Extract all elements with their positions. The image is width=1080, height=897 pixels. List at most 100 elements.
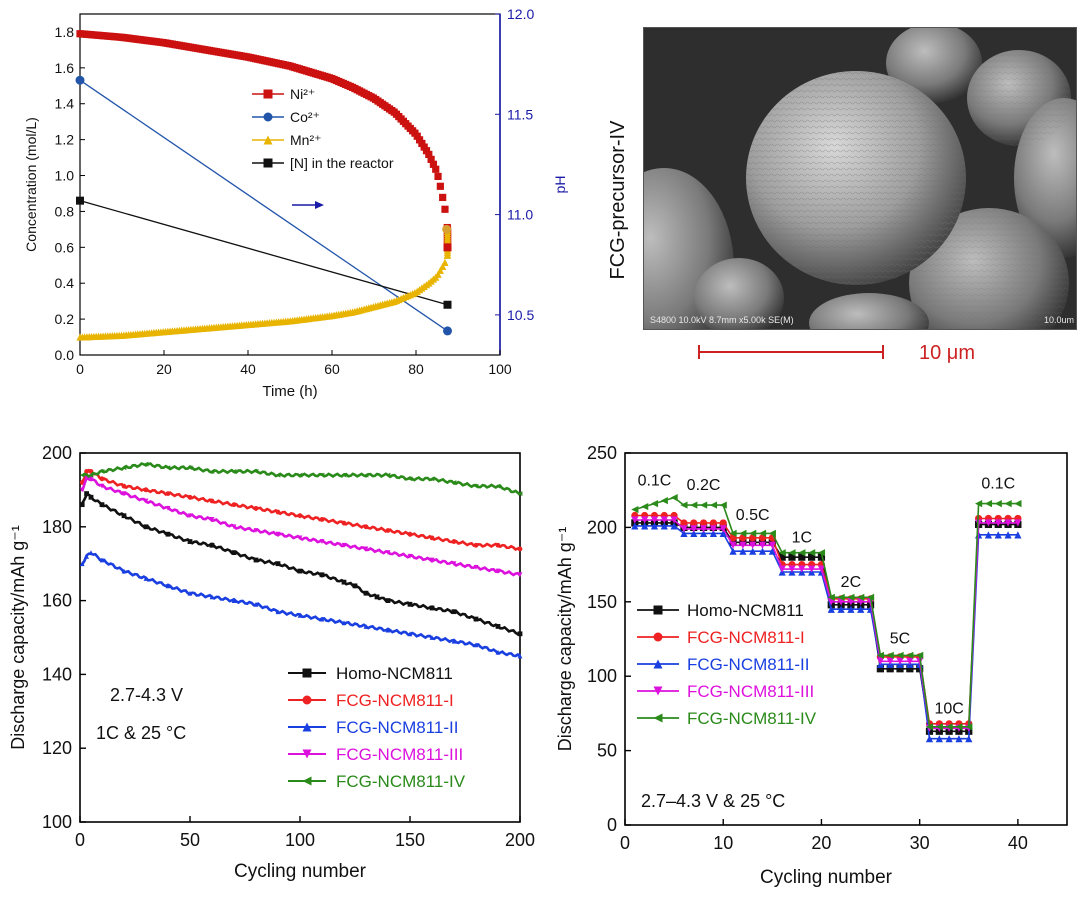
y-tick-label: 0 bbox=[607, 815, 617, 835]
sem-particles bbox=[644, 28, 1076, 329]
data-point bbox=[363, 524, 369, 530]
legend-marker bbox=[302, 749, 312, 759]
data-point bbox=[341, 542, 347, 548]
data-point-mn bbox=[434, 270, 442, 278]
data-point-ni bbox=[413, 132, 421, 140]
series-line-co bbox=[79, 79, 448, 332]
data-point bbox=[319, 517, 325, 522]
data-point bbox=[758, 529, 767, 537]
data-point bbox=[925, 735, 934, 743]
data-point bbox=[121, 513, 127, 519]
y-tick-label: 140 bbox=[42, 664, 72, 684]
data-point bbox=[253, 557, 259, 563]
x-tick-label: 80 bbox=[408, 361, 424, 377]
data-point bbox=[719, 519, 727, 527]
y-tick-label: 200 bbox=[587, 517, 617, 537]
data-point bbox=[231, 502, 237, 508]
data-point bbox=[429, 535, 435, 541]
data-point bbox=[778, 553, 786, 561]
data-point bbox=[876, 665, 884, 673]
data-point bbox=[827, 593, 835, 601]
data-point bbox=[906, 657, 914, 665]
data-point bbox=[231, 598, 237, 603]
data-point bbox=[187, 465, 193, 471]
data-point-n bbox=[443, 300, 452, 309]
x-tick-label: 50 bbox=[180, 830, 200, 850]
data-point bbox=[165, 583, 171, 589]
y2-tick-label: 10.5 bbox=[507, 307, 534, 323]
data-point-mn bbox=[439, 262, 447, 270]
data-point-ni bbox=[425, 150, 433, 159]
x-tick-label: 0 bbox=[620, 833, 630, 853]
data-point bbox=[788, 565, 796, 573]
data-point bbox=[209, 594, 215, 600]
data-point bbox=[641, 502, 649, 511]
data-point bbox=[253, 528, 259, 533]
data-point bbox=[451, 638, 457, 644]
data-point bbox=[857, 593, 865, 601]
data-point bbox=[670, 522, 678, 530]
data-point-ni bbox=[420, 143, 428, 151]
data-point bbox=[768, 529, 776, 537]
legend-label: Co²⁺ bbox=[290, 109, 320, 125]
data-point bbox=[121, 465, 127, 471]
legend-label: FCG-NCM811-I bbox=[336, 691, 454, 710]
data-point bbox=[275, 509, 281, 515]
data-point bbox=[699, 529, 708, 537]
rate-label: 0.2C bbox=[687, 477, 721, 494]
data-point bbox=[729, 541, 737, 549]
data-point bbox=[99, 476, 105, 482]
data-point bbox=[143, 576, 149, 581]
data-point bbox=[857, 605, 865, 613]
x-tick-label: 0 bbox=[76, 361, 84, 377]
y-tick-label: 0.6 bbox=[55, 239, 75, 255]
data-point bbox=[680, 519, 688, 527]
data-point bbox=[965, 735, 973, 743]
y-tick-label: 0.4 bbox=[55, 275, 75, 291]
legend-marker bbox=[653, 713, 663, 723]
data-point bbox=[473, 564, 479, 570]
data-point bbox=[473, 642, 479, 648]
data-point bbox=[319, 616, 325, 622]
data-point bbox=[407, 631, 413, 637]
y-tick-label: 50 bbox=[597, 741, 617, 761]
data-point bbox=[739, 541, 747, 549]
data-point bbox=[517, 631, 523, 637]
data-point bbox=[84, 469, 89, 474]
data-point bbox=[650, 522, 659, 530]
y-tick-label: 200 bbox=[42, 443, 72, 463]
series-line-2 bbox=[634, 525, 1018, 740]
data-point bbox=[407, 531, 413, 537]
data-point bbox=[896, 665, 904, 673]
y-tick-label: 1.6 bbox=[55, 60, 75, 76]
data-point-co bbox=[75, 75, 85, 85]
data-point bbox=[916, 651, 924, 659]
data-point bbox=[817, 553, 826, 561]
data-point bbox=[690, 525, 698, 533]
x-tick-label: 0 bbox=[75, 830, 85, 850]
data-point bbox=[866, 593, 875, 601]
data-point bbox=[817, 549, 826, 557]
series-line-3 bbox=[80, 475, 521, 577]
data-point bbox=[84, 491, 89, 496]
data-point bbox=[925, 723, 934, 731]
data-point bbox=[670, 494, 678, 502]
plot-frame bbox=[624, 452, 1068, 826]
legend-label: FCG-NCM811-II bbox=[687, 655, 809, 674]
data-point bbox=[690, 529, 698, 537]
data-point bbox=[798, 565, 806, 573]
series-line-1 bbox=[634, 514, 1018, 725]
data-point bbox=[79, 502, 85, 508]
data-point bbox=[495, 568, 501, 574]
data-point bbox=[253, 601, 259, 607]
data-point bbox=[916, 657, 924, 665]
data-point-mn bbox=[441, 258, 449, 266]
legend-marker bbox=[653, 605, 663, 615]
data-point bbox=[79, 472, 85, 478]
data-point bbox=[749, 547, 757, 555]
data-point bbox=[253, 469, 259, 474]
data-point bbox=[994, 499, 1002, 508]
x-tick-label: 40 bbox=[240, 361, 256, 377]
data-point bbox=[275, 609, 281, 615]
sem-sample-label: FCG-precursor-IV bbox=[607, 120, 629, 280]
